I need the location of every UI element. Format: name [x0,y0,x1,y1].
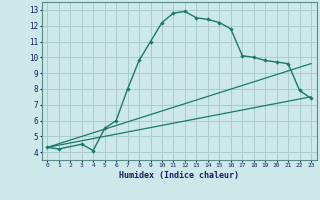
X-axis label: Humidex (Indice chaleur): Humidex (Indice chaleur) [119,171,239,180]
